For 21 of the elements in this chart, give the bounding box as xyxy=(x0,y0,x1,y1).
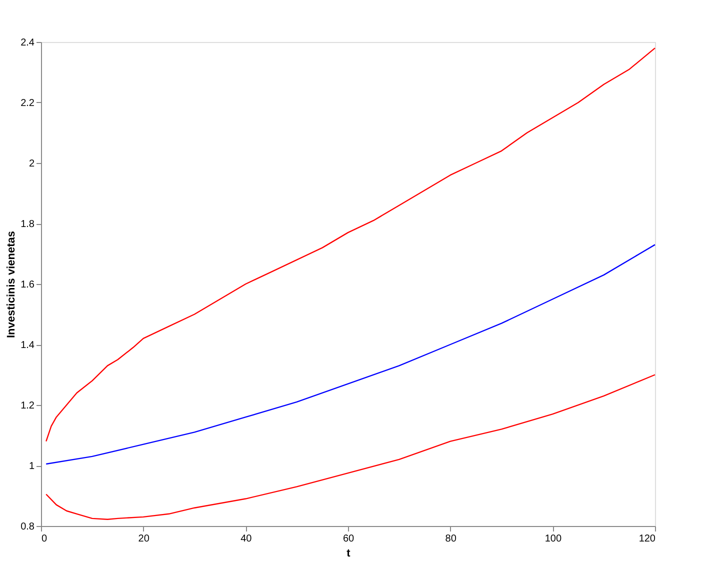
x-tick-label: 120 xyxy=(638,534,656,544)
x-tick-label: 0 xyxy=(42,534,48,544)
y-tick-label: 1.2 xyxy=(20,400,35,412)
x-tick-label: 60 xyxy=(342,534,354,544)
y-tick-label: 0.8 xyxy=(20,522,35,532)
y-tick-label: 1.6 xyxy=(20,280,35,290)
line-series xyxy=(46,374,656,520)
y-tick-label: 1 xyxy=(28,461,35,472)
x-axis-title: t xyxy=(346,548,351,560)
y-tick-label: 1.8 xyxy=(20,219,35,230)
y-tick-label: 1.4 xyxy=(20,340,35,351)
x-tick-label: 20 xyxy=(138,534,150,544)
y-tick-label: 2 xyxy=(28,158,35,170)
line-series xyxy=(46,47,656,442)
x-tick-label: 80 xyxy=(445,534,457,544)
y-tick-label: 2.4 xyxy=(20,38,35,48)
y-tick-label: 2.2 xyxy=(20,98,35,109)
x-tick-label: 40 xyxy=(240,534,252,544)
line-series xyxy=(46,244,656,465)
x-tick-label: 100 xyxy=(544,534,562,544)
y-axis-title: Investicinis vienetas xyxy=(6,231,18,338)
